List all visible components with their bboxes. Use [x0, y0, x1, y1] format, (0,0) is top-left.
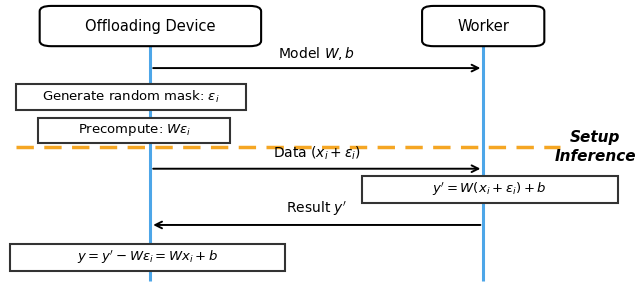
- FancyBboxPatch shape: [40, 6, 261, 46]
- FancyBboxPatch shape: [10, 244, 285, 271]
- FancyBboxPatch shape: [422, 6, 545, 46]
- Text: Result $y'$: Result $y'$: [286, 200, 348, 218]
- FancyBboxPatch shape: [16, 84, 246, 110]
- Text: Model $W, b$: Model $W, b$: [278, 45, 355, 62]
- Text: Precompute: $W\epsilon_i$: Precompute: $W\epsilon_i$: [77, 122, 191, 138]
- Text: Inference: Inference: [554, 149, 636, 164]
- Text: $y = y' - W\epsilon_i = Wx_i + b$: $y = y' - W\epsilon_i = Wx_i + b$: [77, 249, 218, 266]
- Text: Data $(x_i + \epsilon_i)$: Data $(x_i + \epsilon_i)$: [273, 145, 361, 162]
- FancyBboxPatch shape: [362, 176, 618, 203]
- FancyBboxPatch shape: [38, 118, 230, 143]
- Text: Setup: Setup: [570, 130, 620, 145]
- Text: Generate random mask: $\epsilon_i$: Generate random mask: $\epsilon_i$: [42, 89, 220, 105]
- Text: Offloading Device: Offloading Device: [85, 19, 216, 33]
- Text: $y' = W(x_i + \epsilon_i) + b$: $y' = W(x_i + \epsilon_i) + b$: [433, 181, 547, 198]
- Text: Worker: Worker: [457, 19, 509, 33]
